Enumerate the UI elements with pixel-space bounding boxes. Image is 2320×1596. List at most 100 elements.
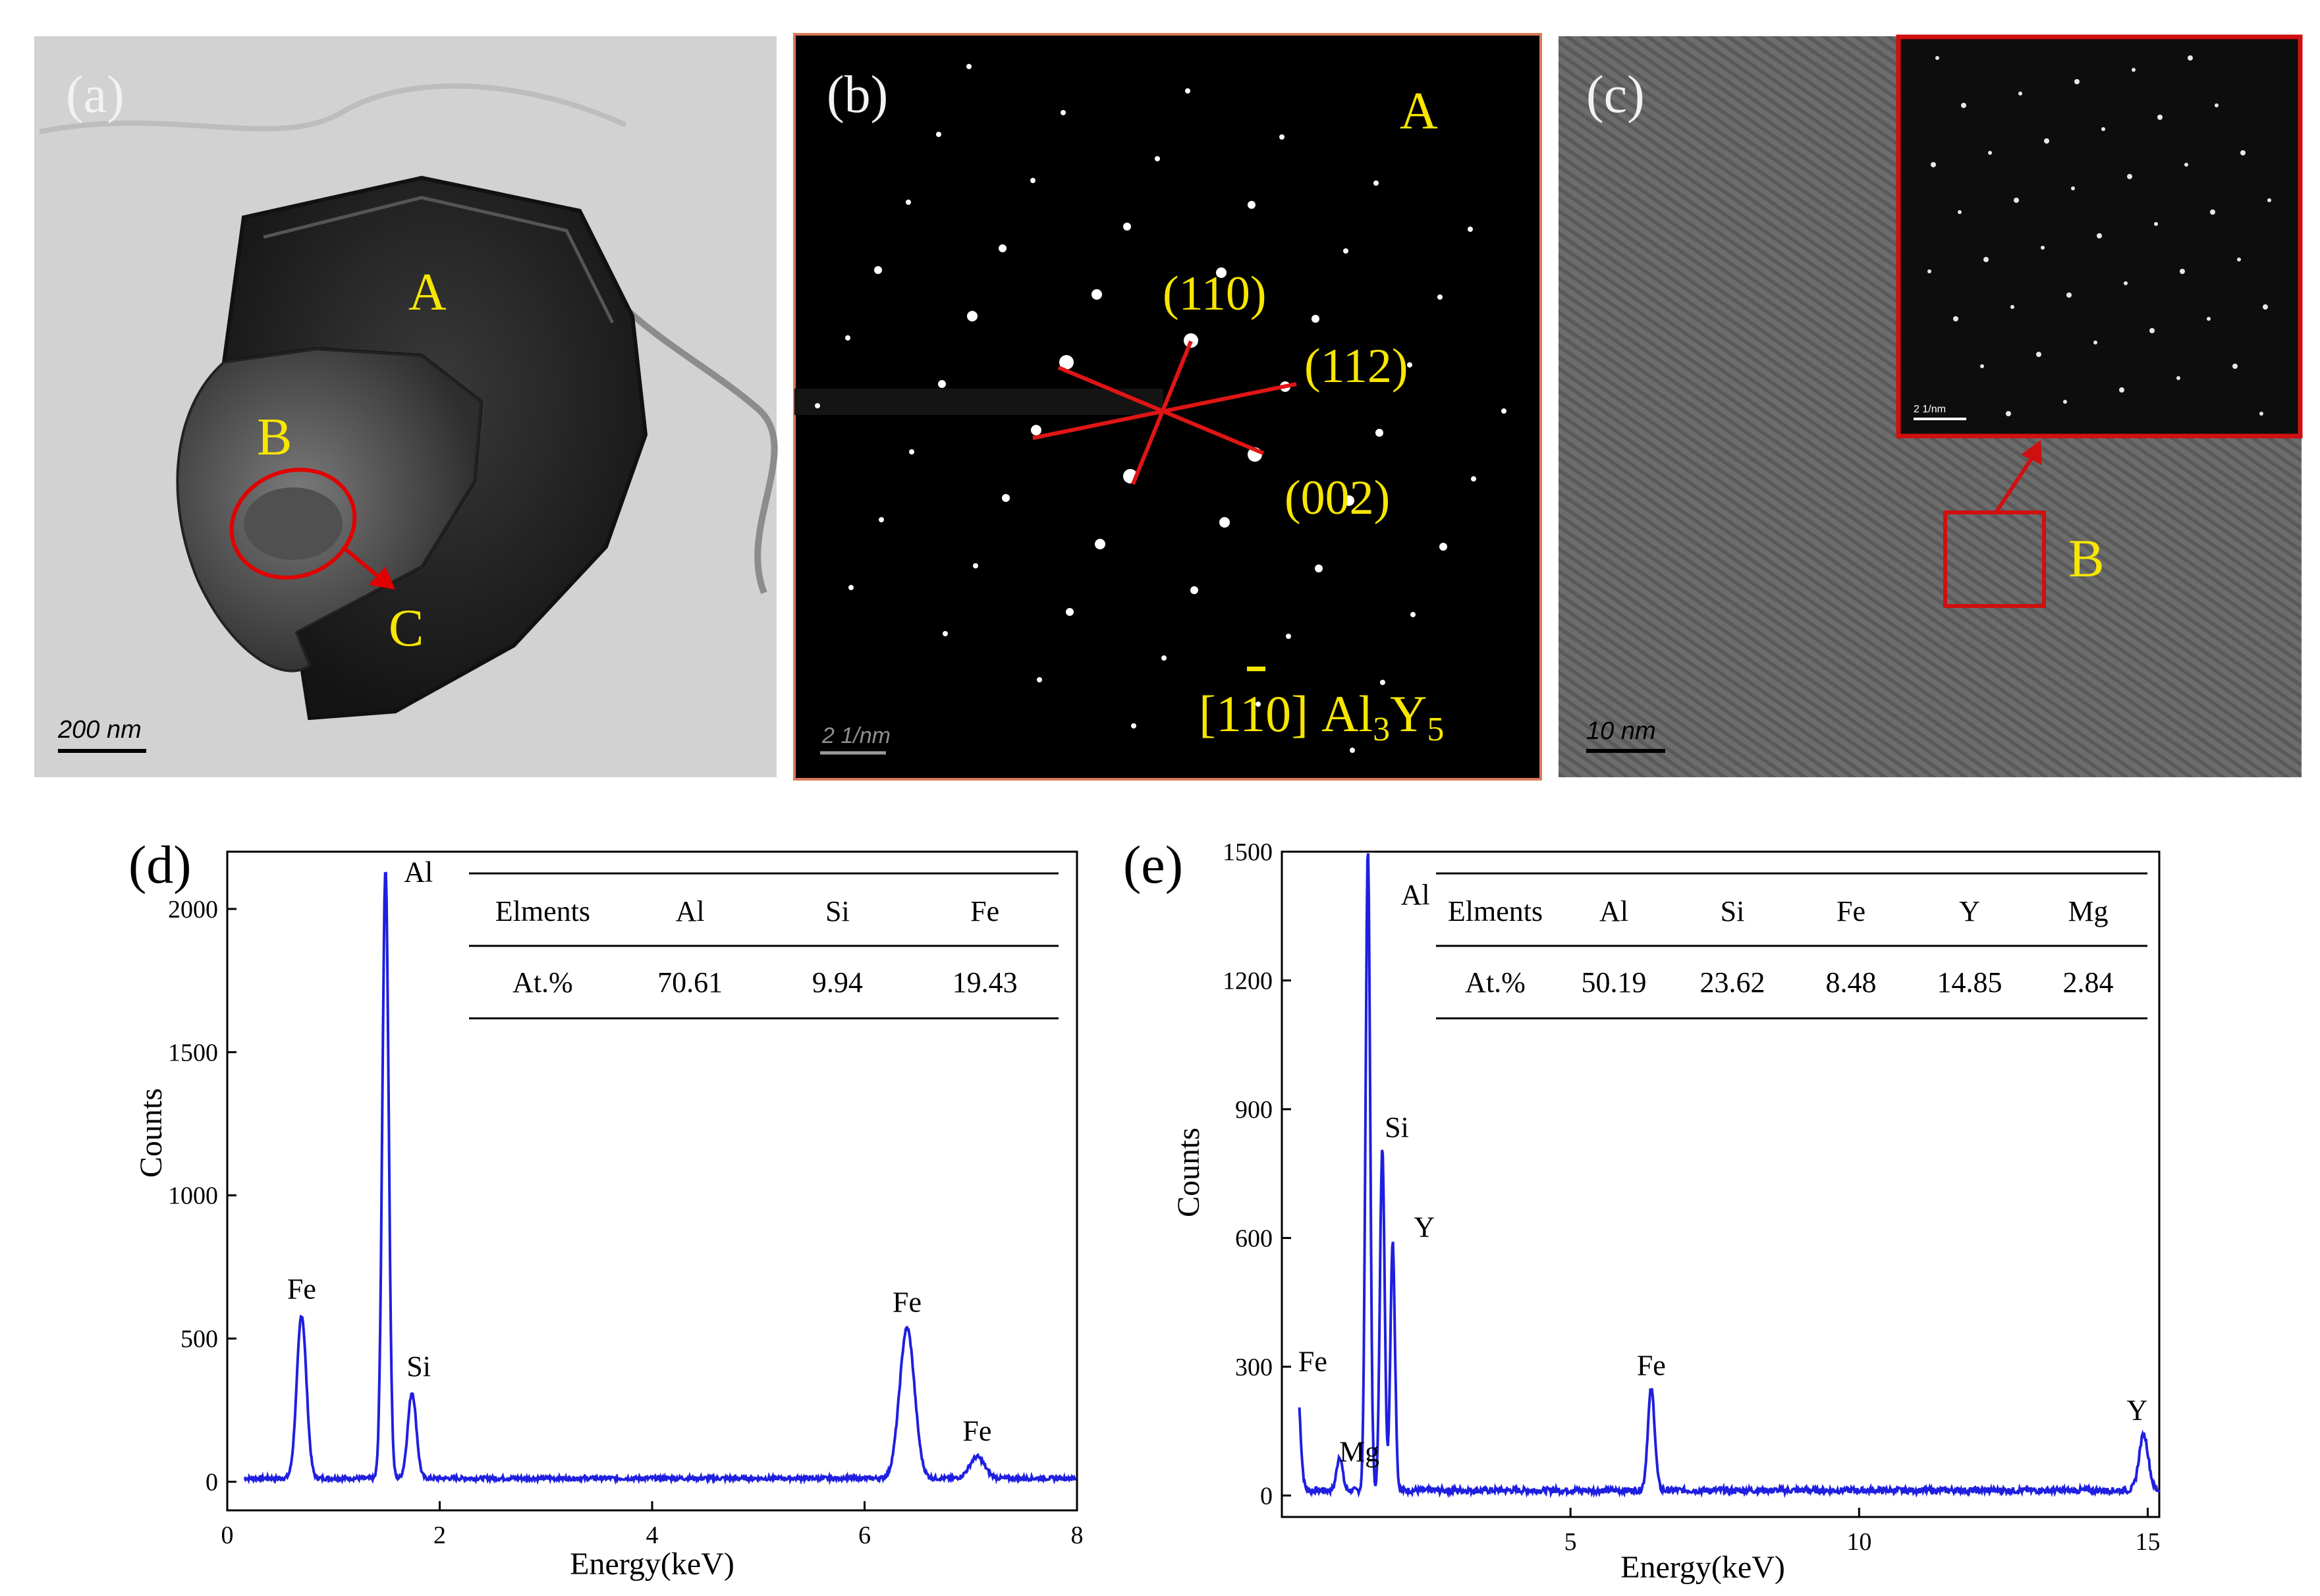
fft-spot [2127, 174, 2132, 179]
fft-spot [2184, 163, 2188, 167]
diffraction-spot [1343, 248, 1348, 254]
y-tick-label: 0 [1260, 1482, 1273, 1510]
region-a-label: A [408, 263, 447, 321]
panel-b: (b) A (110) (112) (002) [110] Al3Y5 2 1/n… [793, 33, 1542, 781]
diffraction-spot [1410, 612, 1416, 617]
chart-d-panel-label: (d) [128, 835, 192, 894]
diffraction-spot [1031, 425, 1041, 435]
chart-d-xlabel: Energy(keV) [570, 1547, 734, 1582]
diffraction-spot [1216, 267, 1227, 278]
table-header: Mg [2068, 895, 2108, 927]
diffraction-spot [874, 266, 882, 274]
region-b-label: B [257, 408, 292, 466]
table-header: Al [676, 895, 705, 927]
y-tick-label: 900 [1235, 1096, 1273, 1124]
chart-d-peak-labels: Fe Al Si Fe Fe [287, 856, 992, 1446]
marker-ellipse [229, 468, 357, 580]
table-cell: 2.84 [2063, 966, 2114, 999]
spot-112-label: (112) [1304, 339, 1408, 393]
diffraction-spot [1185, 88, 1190, 94]
table-cell: 14.85 [1937, 966, 2002, 999]
particle-edge [263, 196, 615, 324]
chart-d-frame [226, 850, 1078, 1512]
diffraction-spot [1256, 702, 1261, 707]
inset-arrow-line [1994, 453, 2036, 514]
x-tick-label: 8 [1071, 1522, 1084, 1549]
panel-b-label: (b) [827, 66, 888, 124]
region-a-label: A [1400, 82, 1438, 140]
table-cell: 8.48 [1826, 966, 1877, 999]
fft-spot [2240, 150, 2246, 155]
diffraction-spot [938, 380, 946, 388]
diffraction-spot [906, 200, 911, 205]
y-tick-label: 500 [180, 1325, 218, 1353]
scale-bar-label: 200 nm [57, 716, 142, 744]
diffraction-spot [1123, 223, 1131, 231]
peak-label: Fe [962, 1415, 991, 1447]
fft-spot [1980, 364, 1984, 368]
scale-bar-label: 10 nm [1586, 717, 1656, 745]
y-tick-label: 1200 [1223, 967, 1273, 995]
chart-e-panel-label: (e) [1123, 835, 1183, 894]
fft-spot [1983, 257, 1989, 262]
arrow-head [369, 566, 395, 590]
fft-spot [2188, 55, 2193, 61]
diffraction-spot [1439, 543, 1447, 551]
fft-spot [1927, 269, 1931, 273]
diffraction-spot [1315, 564, 1323, 572]
diffraction-spot [1066, 608, 1074, 616]
diffraction-spot [1030, 178, 1036, 183]
table-cell: 9.94 [812, 966, 863, 999]
table-cell: 19.43 [953, 966, 1018, 999]
diffraction-spot [936, 132, 941, 137]
fft-spots [1927, 55, 2271, 416]
diffraction-spot [1190, 586, 1198, 594]
y-tick-label: 600 [1235, 1225, 1273, 1252]
diffraction-spot [1286, 634, 1291, 639]
region-b-box [1943, 510, 2046, 608]
panel-a-label: (a) [66, 66, 124, 124]
diffraction-spot [1155, 156, 1160, 161]
chart-e-xlabel: Energy(keV) [1620, 1550, 1785, 1585]
fft-spot [2154, 222, 2158, 226]
diffraction-spot [815, 403, 820, 408]
peak-label: Al [1401, 879, 1430, 911]
fft-spot [2036, 352, 2041, 357]
film-texture [610, 294, 778, 594]
region-c-label: C [389, 599, 424, 657]
diffraction-spot [1091, 289, 1102, 300]
diffraction-spot [1373, 180, 1379, 186]
fft-spot [2259, 412, 2263, 416]
diffraction-spot [845, 335, 850, 341]
diffraction-spot [967, 311, 978, 321]
chart-e-composition-table: Elments Al Si Fe Y Mg At.% 50.19 23.62 8.48 14.85 2… [1436, 872, 2147, 1020]
chart-d-composition-table: Elments Al Si Fe At.% 70.61 9.94 19.43 [469, 872, 1059, 1020]
chart-e-peak-labels: Fe Mg Al Si Y Fe Y [1298, 879, 2147, 1468]
spot-002-label: (002) [1284, 471, 1390, 525]
peak-label: Fe [1298, 1345, 1327, 1377]
fft-spot [1958, 210, 1962, 214]
chart-d: (d) Energy(keV) Counts 0 2 4 6 8 0 500 1000 1500… [128, 835, 1084, 1582]
diffraction-spot [1219, 517, 1230, 528]
diffraction-spot [1350, 748, 1355, 753]
fft-spot [2210, 209, 2215, 215]
beam-stop [794, 389, 1163, 415]
table-header: Fe [970, 895, 999, 927]
diffraction-spot [1095, 539, 1105, 549]
diffraction-spot [1248, 201, 1256, 209]
fft-spot [2207, 317, 2211, 321]
diffraction-spot [1437, 294, 1443, 300]
x-tick-label: 4 [646, 1522, 659, 1549]
inset-scale-bar-label: 2 1/nm [1914, 404, 1946, 415]
chart-e-ylabel: Counts [1171, 1128, 1206, 1217]
fft-spot [2097, 233, 2102, 238]
chart-d-spectrum-line [243, 871, 1077, 1485]
diffraction-spot [1312, 315, 1319, 323]
fft-spot [2063, 400, 2067, 404]
fft-spot [2237, 258, 2241, 261]
diffraction-spot [1059, 355, 1074, 370]
x-tick-label: 0 [221, 1522, 234, 1549]
fft-spot [2124, 281, 2128, 285]
diffraction-spot [943, 631, 948, 636]
